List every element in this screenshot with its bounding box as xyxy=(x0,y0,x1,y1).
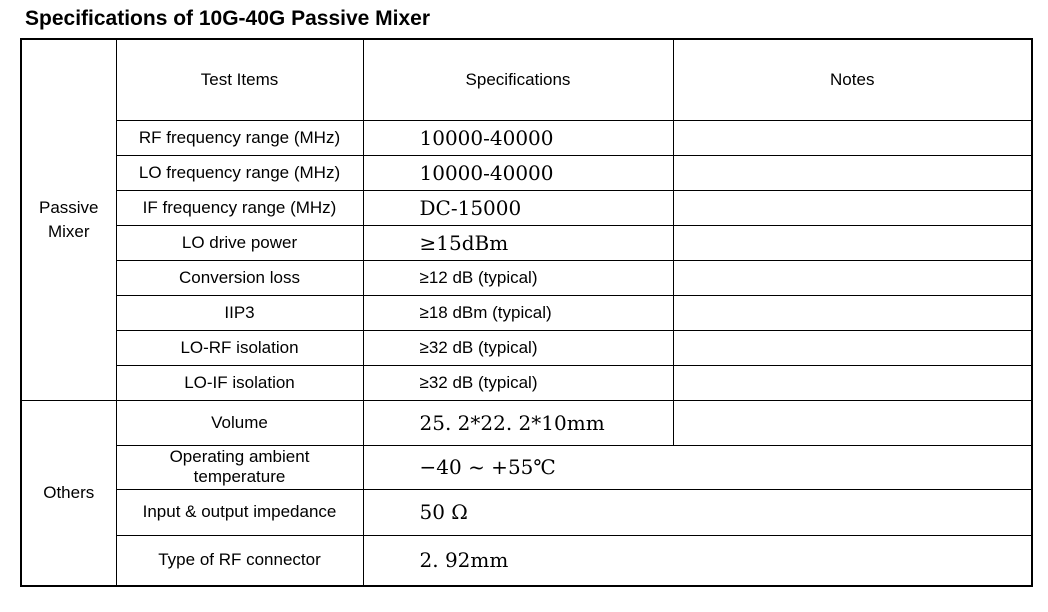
header-row: Passive Mixer Test Items Specifications … xyxy=(20,38,1033,401)
spec-value: ≥15dBm xyxy=(362,224,674,261)
item-label: Conversion loss xyxy=(115,259,364,296)
item-label: LO-IF isolation xyxy=(115,364,364,401)
table-row-lo-frequency-range: LO frequency range (MHz) 10000-40000 xyxy=(21,154,1033,191)
spec-value: ≥32 dB (typical) xyxy=(362,329,674,366)
item-label: Type of RF connector xyxy=(115,534,364,587)
row-group-others: Others xyxy=(20,399,117,587)
spec-value: 10000-40000 xyxy=(362,154,674,191)
note-cell xyxy=(672,154,1033,191)
spec-value: 10000-40000 xyxy=(362,119,674,156)
spec-value: DC-15000 xyxy=(362,189,674,226)
spec-value: ≥18 dBm (typical) xyxy=(362,294,674,331)
col-header-test-items: Test Items xyxy=(115,38,364,121)
col-header-notes: Notes xyxy=(672,38,1033,121)
item-label: RF frequency range (MHz) xyxy=(115,119,364,156)
table-row-rf-frequency-range: RF frequency range (MHz) 10000-40000 xyxy=(21,119,1033,156)
item-label: IIP3 xyxy=(115,294,364,331)
table-row-lo-if-isolation: LO-IF isolation ≥32 dB (typical) xyxy=(21,364,1033,401)
item-label: IF frequency range (MHz) xyxy=(115,189,364,226)
note-cell xyxy=(672,364,1033,401)
item-label: Operating ambient temperature xyxy=(115,444,364,490)
note-cell xyxy=(672,119,1033,156)
note-cell xyxy=(672,294,1033,331)
table-row-lo-drive-power: LO drive power ≥15dBm xyxy=(21,224,1033,261)
table-row-volume: Others Volume 25. 2*22. 2*10mm xyxy=(20,399,1033,587)
table-row-conversion-loss: Conversion loss ≥12 dB (typical) xyxy=(21,259,1033,296)
spec-value: 25. 2*22. 2*10mm xyxy=(362,399,674,446)
note-cell xyxy=(672,224,1033,261)
item-label: LO frequency range (MHz) xyxy=(115,154,364,191)
note-cell xyxy=(672,329,1033,366)
table-row-iip3: IIP3 ≥18 dBm (typical) xyxy=(21,294,1033,331)
note-cell xyxy=(672,259,1033,296)
spec-table: Passive Mixer Test Items Specifications … xyxy=(20,38,1033,587)
page-title: Specifications of 10G-40G Passive Mixer xyxy=(25,7,431,30)
note-cell xyxy=(672,399,1033,446)
table-row-operating-temperature: Operating ambient temperature −40 ~ +55℃ xyxy=(21,444,1033,490)
table-row-impedance: Input & output impedance 50 Ω xyxy=(21,488,1033,536)
item-label: LO-RF isolation xyxy=(115,329,364,366)
col-header-specifications: Specifications xyxy=(362,38,674,121)
row-group-passive-mixer: Passive Mixer xyxy=(20,38,117,401)
item-label: LO drive power xyxy=(115,224,364,261)
item-label: Input & output impedance xyxy=(115,488,364,536)
spec-value: 50 Ω xyxy=(362,488,1033,536)
note-cell xyxy=(672,189,1033,226)
spec-value: 2. 92mm xyxy=(362,534,1033,587)
table-row-if-frequency-range: IF frequency range (MHz) DC-15000 xyxy=(21,189,1033,226)
spec-value: −40 ~ +55℃ xyxy=(362,444,1033,490)
spec-value: ≥32 dB (typical) xyxy=(362,364,674,401)
item-label: Volume xyxy=(115,399,364,446)
table-row-rf-connector: Type of RF connector 2. 92mm xyxy=(21,534,1033,587)
spec-value: ≥12 dB (typical) xyxy=(362,259,674,296)
table-row-lo-rf-isolation: LO-RF isolation ≥32 dB (typical) xyxy=(21,329,1033,366)
